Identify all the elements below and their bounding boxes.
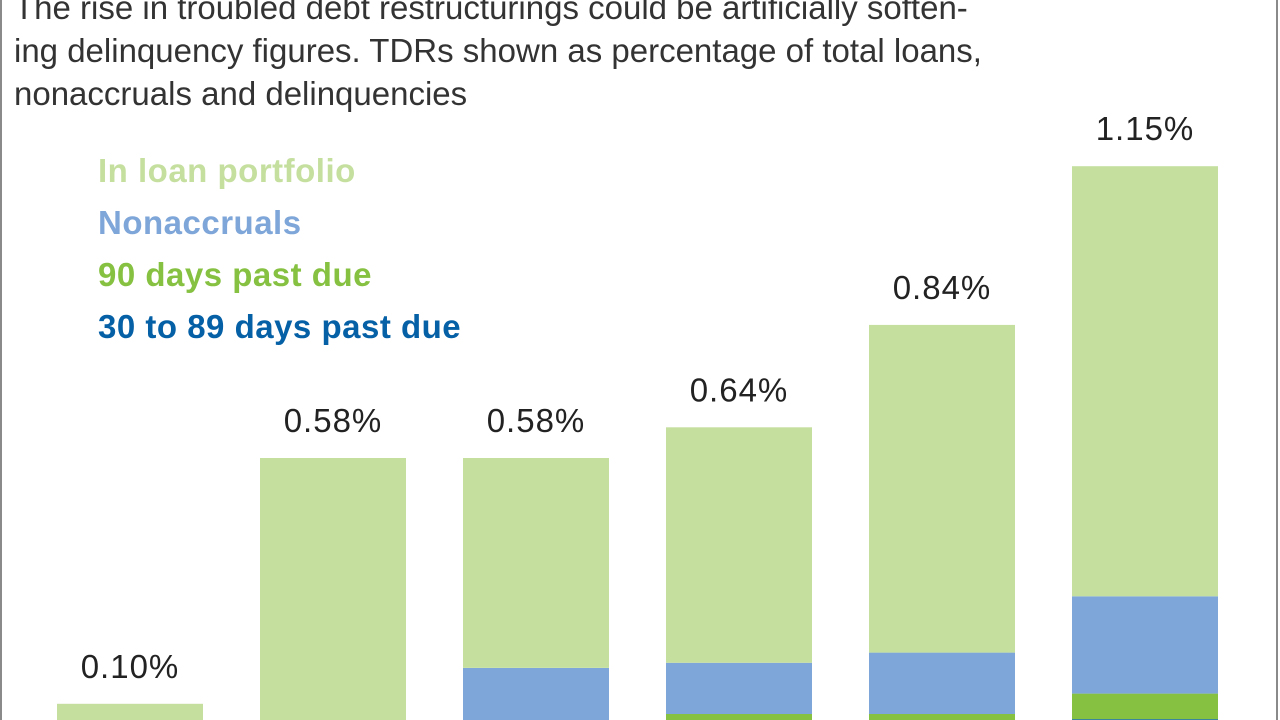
legend-item-30-to-89-days-past-due: 30 to 89 days past due [98,308,462,345]
bar-group [463,458,609,720]
bar-value-label: 0.58% [284,402,383,439]
chart-subtitle: The rise in troubled debt restructurings… [14,0,1254,115]
bar-segment [1072,693,1218,720]
bar-segment [666,427,812,663]
bar-value-label: 0.84% [893,269,992,306]
subtitle-line: nonaccruals and delinquencies [14,75,468,112]
bar-value-label: 1.15% [1096,110,1195,147]
bar-segment [666,662,812,714]
legend-item-in-loan-portfolio: In loan portfolio [98,152,356,189]
bar-value-label: 0.10% [81,648,180,685]
legend-item-nonaccruals: Nonaccruals [98,204,302,241]
legend-item-90-days-past-due: 90 days past due [98,256,372,293]
bar-value-label: 0.64% [690,371,789,408]
bar-segment [869,324,1015,653]
bar-value-label: 0.58% [487,402,586,439]
bar-group [1072,166,1218,720]
bar-segment [463,458,609,668]
subtitle-line: ing delinquency figures. TDRs shown as p… [14,32,982,69]
bar-segment [1072,596,1218,694]
bar-group [666,427,812,720]
bar-group [260,458,406,720]
chart-legend: In loan portfolio Nonaccruals 90 days pa… [98,145,461,353]
bar-segment [869,714,1015,720]
bar-segment [1072,166,1218,597]
bar-segment [260,458,406,720]
bar-segment [869,652,1015,714]
bar-segment [57,703,203,720]
bar-group [57,703,203,720]
bar-segment [666,714,812,720]
subtitle-line: The rise in troubled debt restructurings… [14,0,968,26]
bar-segment [463,668,609,720]
bar-group [869,324,1015,720]
